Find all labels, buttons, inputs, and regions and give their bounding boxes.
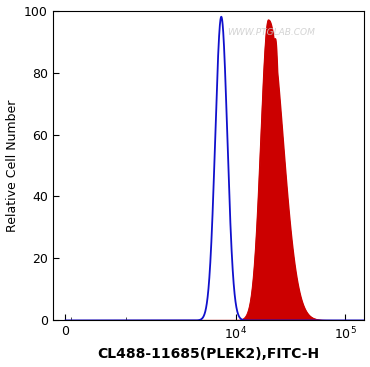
Text: WWW.PTGLAB.COM: WWW.PTGLAB.COM — [227, 28, 315, 37]
X-axis label: CL488-11685(PLEK2),FITC-H: CL488-11685(PLEK2),FITC-H — [98, 348, 320, 361]
Y-axis label: Relative Cell Number: Relative Cell Number — [6, 99, 18, 232]
